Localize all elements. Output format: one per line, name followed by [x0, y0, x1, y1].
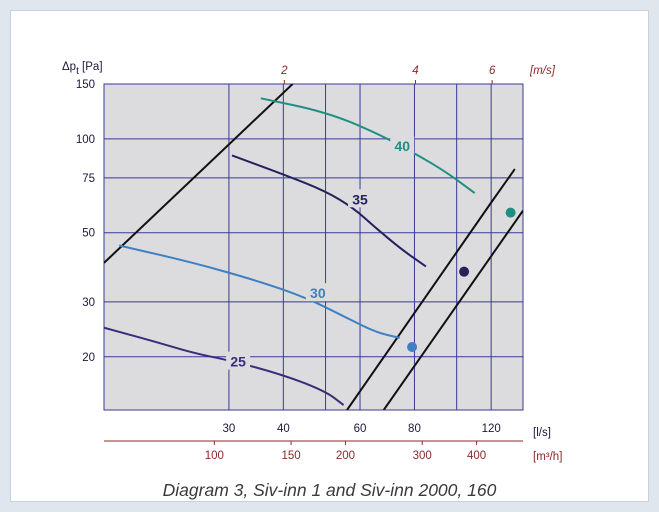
- sound-curve-40: [260, 97, 476, 194]
- figure-caption: Diagram 3, Siv-inn 1 and Siv-inn 2000, 1…: [162, 480, 497, 500]
- top-axis-unit: [m/s]: [529, 65, 556, 77]
- x-tick-label: 40: [277, 423, 290, 435]
- plot-area: 25 30 35 40: [103, 83, 524, 411]
- secondary-tick-label: 150: [281, 450, 300, 462]
- y-axis-label: Δpt [Pa]: [62, 61, 103, 77]
- x-tick-label: 120: [482, 423, 501, 435]
- y-tick-label: 50: [82, 228, 95, 240]
- sound-curve-label-35: 35: [352, 191, 368, 207]
- secondary-tick-label: 100: [205, 450, 224, 462]
- secondary-tick-label: 400: [467, 450, 486, 462]
- y-tick-label: 100: [76, 134, 95, 146]
- sound-curve-label-bg-40: [390, 135, 415, 154]
- secondary-tick-label: 200: [336, 450, 355, 462]
- system-line-2: [346, 168, 516, 410]
- secondary-tick-label: 300: [413, 450, 432, 462]
- operating-point-2: [459, 266, 470, 277]
- x-tick-label: 30: [223, 423, 236, 435]
- plot-border: [103, 83, 524, 411]
- y-tick-label: 150: [76, 79, 95, 91]
- y-tick-label: 30: [82, 297, 95, 309]
- top-tick-label: 2: [280, 65, 288, 77]
- sound-curve-label-bg-30: [305, 283, 330, 302]
- sound-curve-30: [118, 244, 400, 339]
- system-line-1: [104, 84, 294, 264]
- secondary-axis-unit: [m³/h]: [533, 451, 562, 463]
- chart: 25 30 35 40 20 30 50 75 100 150 Δpt [Pa] 30 40 60 80 1…: [62, 61, 562, 463]
- sound-curve-25: [104, 326, 345, 406]
- x-tick-label: 80: [408, 423, 421, 435]
- sound-curve-label-25: 25: [230, 354, 246, 370]
- top-tick-label: 6: [489, 65, 496, 77]
- x-tick-label: 60: [354, 423, 367, 435]
- system-line-3: [382, 210, 523, 410]
- operating-point-1: [407, 341, 418, 352]
- sound-curve-label-40: 40: [394, 138, 410, 154]
- sound-curve-label-bg-35: [348, 189, 373, 208]
- y-tick-label: 20: [82, 352, 95, 364]
- sound-curve-label-bg-25: [226, 351, 251, 370]
- top-tick-label: 4: [412, 65, 418, 77]
- plot-background: [104, 84, 523, 410]
- plot-content: [104, 84, 523, 410]
- x-axis-unit: [l/s]: [533, 427, 551, 439]
- sound-curve-label-30: 30: [310, 285, 326, 301]
- operating-point-3: [505, 207, 516, 218]
- y-tick-label: 75: [82, 173, 95, 185]
- sound-curve-35: [231, 154, 427, 268]
